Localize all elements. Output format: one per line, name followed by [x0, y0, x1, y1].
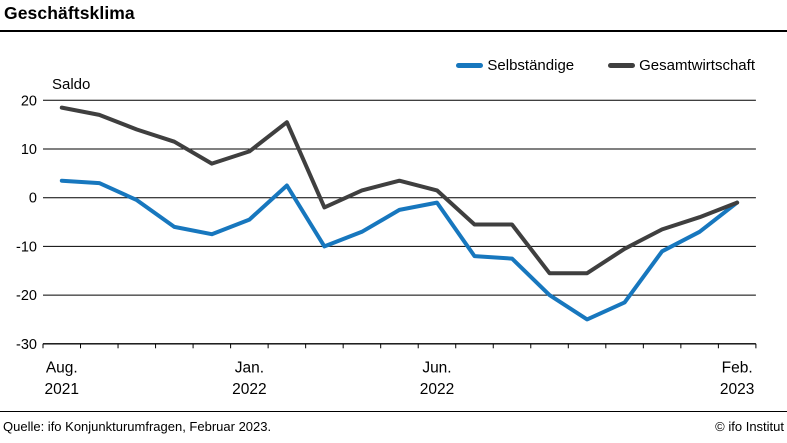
- title-divider: [0, 30, 787, 32]
- series-line-selbstaendige: [59, 178, 740, 322]
- chart-legend: Selbständige Gesamtwirtschaft: [456, 57, 755, 74]
- legend-swatch-selbstaendige: [456, 63, 484, 68]
- y-axis-tick-label: 10: [21, 142, 37, 158]
- x-axis-label-month: Aug.: [46, 360, 78, 377]
- y-axis-tick-label: -20: [16, 288, 37, 304]
- x-axis-label-year: 2022: [420, 381, 454, 398]
- y-axis-unit-label: Saldo: [52, 76, 91, 93]
- x-axis-label-year: 2023: [720, 381, 754, 398]
- legend-item-gesamtwirtschaft: Gesamtwirtschaft: [608, 57, 755, 74]
- legend-item-selbstaendige: Selbständige: [456, 57, 574, 74]
- y-axis-tick-label: 20: [21, 93, 37, 109]
- page-title: Geschäftsklima: [4, 3, 135, 23]
- series-line-gesamtwirtschaft: [59, 105, 740, 276]
- x-axis-label-month: Jan.: [235, 360, 264, 377]
- legend-label-selbstaendige: Selbständige: [487, 57, 575, 74]
- y-axis-tick-label: -10: [16, 239, 37, 255]
- x-axis-label-year: 2022: [232, 381, 266, 398]
- y-axis-tick-label: -30: [16, 337, 37, 353]
- legend-label-gesamtwirtschaft: Gesamtwirtschaft: [639, 57, 755, 74]
- footer-divider: [0, 411, 787, 412]
- y-axis-tick-label: 0: [29, 191, 37, 207]
- x-axis-label-month: Jun.: [422, 360, 451, 377]
- copyright-note: © ifo Institut: [715, 419, 784, 434]
- x-axis-label-year: 2021: [45, 381, 79, 398]
- legend-swatch-gesamtwirtschaft: [608, 63, 636, 68]
- x-axis-label-month: Feb.: [722, 360, 753, 377]
- source-note: Quelle: ifo Konjunkturumfragen, Februar …: [3, 419, 272, 434]
